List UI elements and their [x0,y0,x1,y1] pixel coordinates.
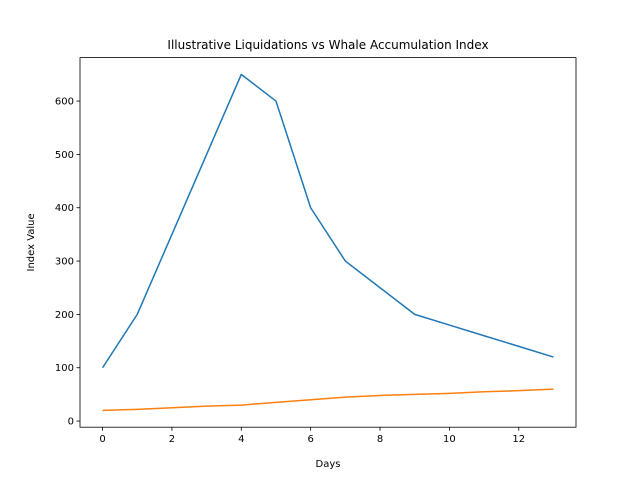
y-tick-label: 500 [55,150,74,161]
axes-frame [79,57,577,428]
x-tick-label: 6 [307,434,313,445]
y-tick-label: 0 [68,417,74,428]
x-tick-label: 0 [99,434,105,445]
chart-title: Illustrative Liquidations vs Whale Accum… [167,38,488,52]
x-axis-label: Days [316,459,341,470]
y-tick-label: 200 [55,310,74,321]
y-tick-label: 100 [55,363,74,374]
plot-area: 0 2 4 6 8 10 12 0 100 200 300 400 500 600 [55,73,554,445]
y-tick-label: 400 [55,203,74,214]
y-tick-label: 600 [55,97,74,108]
x-tick-label: 4 [238,434,244,445]
x-tick-label: 2 [169,434,175,445]
data-line [102,388,554,412]
y-tick-label: 300 [55,257,74,268]
x-tick-label: 12 [512,434,525,445]
x-tick-label: 10 [443,434,456,445]
data-line [101,73,554,369]
x-tick-label: 8 [377,434,383,445]
y-axis-label: Index Value [26,213,37,271]
